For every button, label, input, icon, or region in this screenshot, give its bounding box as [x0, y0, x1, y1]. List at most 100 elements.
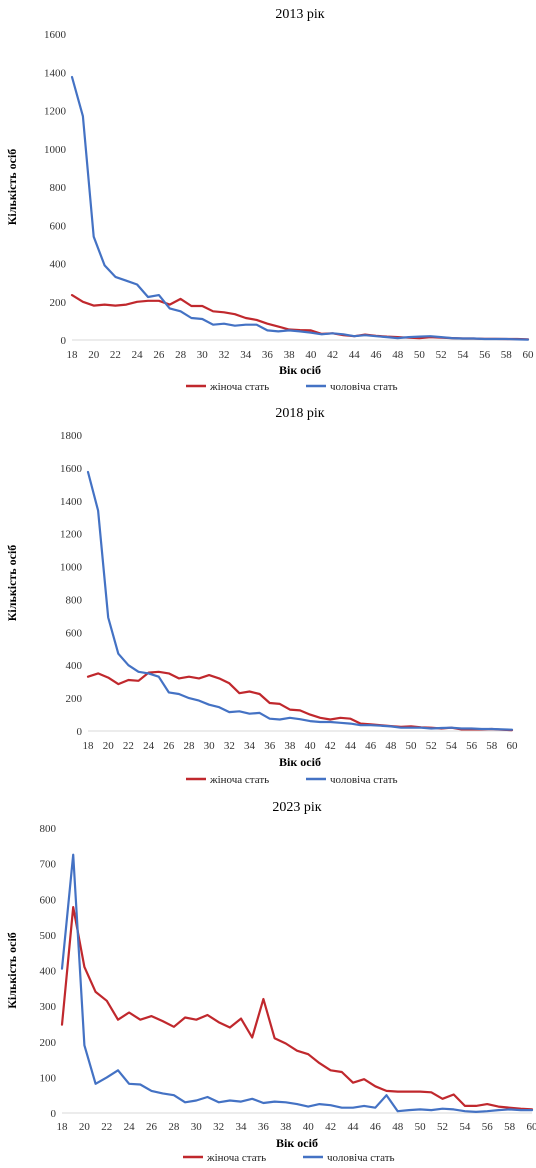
x-tick-label: 58 — [504, 1121, 516, 1133]
y-tick-label: 1400 — [44, 67, 67, 79]
y-tick-label: 600 — [40, 894, 57, 906]
x-tick-label: 22 — [110, 349, 121, 361]
y-tick-label: 800 — [40, 823, 57, 835]
x-tick-label: 60 — [523, 349, 535, 361]
x-tick-label: 60 — [527, 1121, 536, 1133]
chart-title: 2023 рік — [272, 800, 321, 815]
x-tick-label: 46 — [370, 1121, 382, 1133]
y-tick-label: 600 — [50, 220, 67, 232]
x-tick-label: 40 — [303, 1121, 315, 1133]
y-tick-label: 1800 — [60, 430, 83, 442]
x-tick-label: 36 — [264, 740, 276, 752]
x-tick-label: 50 — [414, 349, 426, 361]
legend-label-male: чоловіча стать — [330, 774, 398, 786]
x-tick-label: 54 — [446, 740, 458, 752]
y-axis-label: Кількість осіб — [5, 545, 19, 622]
series-line-female — [70, 294, 530, 341]
x-tick-label: 34 — [236, 1121, 248, 1133]
y-tick-label: 200 — [50, 297, 67, 309]
x-tick-label: 44 — [345, 740, 357, 752]
chart-title: 2018 рік — [275, 406, 324, 421]
x-tick-label: 54 — [457, 349, 469, 361]
y-tick-label: 100 — [40, 1072, 57, 1084]
x-tick-label: 60 — [507, 740, 519, 752]
x-tick-label: 40 — [305, 349, 317, 361]
x-tick-label: 20 — [79, 1121, 91, 1133]
y-tick-label: 500 — [40, 930, 57, 942]
legend-label-female: жіноча стать — [209, 381, 269, 393]
x-tick-label: 56 — [482, 1121, 494, 1133]
x-tick-label: 58 — [501, 349, 513, 361]
y-tick-label: 1400 — [60, 496, 83, 508]
x-tick-label: 56 — [466, 740, 478, 752]
chart-2013: 2013 рік 0 200 400 600 800 1000 1200 1400 1600 18 2… — [0, 0, 536, 400]
x-tick-label: 20 — [88, 349, 100, 361]
y-tick-label: 400 — [40, 966, 57, 978]
x-tick-label: 44 — [347, 1121, 359, 1133]
legend-label-female: жіноча стать — [206, 1152, 266, 1164]
x-axis-label: Вік осіб — [279, 755, 321, 769]
chart-2018: 2018 рік 0 200 400 600 800 1000 1200 1400 1600 180… — [0, 400, 536, 795]
x-tick-label: 52 — [436, 349, 447, 361]
x-tick-label: 26 — [153, 349, 165, 361]
x-tick-label: 46 — [365, 740, 377, 752]
x-tick-label: 48 — [392, 349, 404, 361]
x-tick-label: 38 — [284, 349, 296, 361]
series-line-male — [60, 853, 534, 1113]
series-line-female — [86, 670, 514, 732]
y-tick-label: 1000 — [60, 562, 83, 574]
y-tick-label: 1600 — [44, 29, 67, 41]
x-tick-label: 38 — [284, 740, 296, 752]
y-tick-label: 1000 — [44, 144, 67, 156]
chart-2013-svg: 2013 рік 0 200 400 600 800 1000 1200 1400 1600 18 2… — [5, 7, 535, 393]
legend-label-male: чоловіча стать — [330, 381, 398, 393]
chart-2023: 2023 рік 0 100 200 300 400 500 600 700 800 18 20 22 2… — [0, 795, 536, 1168]
series-line-male — [70, 75, 530, 341]
y-tick-label: 0 — [77, 726, 83, 738]
y-tick-label: 400 — [66, 660, 83, 672]
x-tick-label: 32 — [219, 349, 230, 361]
y-tick-label: 300 — [40, 1001, 57, 1013]
x-tick-label: 18 — [83, 740, 95, 752]
x-tick-label: 40 — [305, 740, 317, 752]
x-tick-label: 52 — [426, 740, 437, 752]
x-tick-label: 50 — [406, 740, 418, 752]
y-tick-label: 1600 — [60, 463, 83, 475]
y-tick-label: 700 — [40, 859, 57, 871]
x-tick-label: 24 — [143, 740, 155, 752]
x-tick-label: 28 — [168, 1121, 180, 1133]
x-tick-label: 34 — [244, 740, 256, 752]
y-tick-label: 800 — [66, 594, 83, 606]
x-tick-label: 46 — [371, 349, 383, 361]
y-tick-label: 600 — [66, 627, 83, 639]
x-tick-label: 34 — [240, 349, 252, 361]
x-tick-label: 30 — [204, 740, 216, 752]
x-tick-label: 30 — [197, 349, 209, 361]
x-tick-label: 22 — [101, 1121, 112, 1133]
x-axis-label: Вік осіб — [276, 1136, 318, 1150]
legend-label-male: чоловіча стать — [327, 1152, 395, 1164]
chart-2023-svg: 2023 рік 0 100 200 300 400 500 600 700 800 18 20 22 2… — [5, 800, 536, 1164]
x-tick-label: 42 — [325, 1121, 336, 1133]
x-tick-label: 18 — [57, 1121, 69, 1133]
series-line-male — [86, 470, 514, 731]
chart-title: 2013 рік — [275, 7, 324, 22]
x-tick-label: 52 — [437, 1121, 448, 1133]
x-tick-label: 58 — [486, 740, 498, 752]
y-tick-label: 0 — [51, 1108, 57, 1120]
x-tick-label: 48 — [392, 1121, 404, 1133]
x-tick-label: 36 — [258, 1121, 270, 1133]
x-tick-label: 42 — [327, 349, 338, 361]
x-tick-label: 24 — [124, 1121, 136, 1133]
y-tick-label: 400 — [50, 259, 67, 271]
x-tick-label: 28 — [175, 349, 187, 361]
y-tick-label: 1200 — [44, 106, 67, 118]
series-line-female — [60, 905, 534, 1111]
x-tick-label: 32 — [213, 1121, 224, 1133]
x-tick-label: 26 — [146, 1121, 158, 1133]
x-tick-label: 44 — [349, 349, 361, 361]
x-tick-label: 26 — [163, 740, 175, 752]
x-tick-label: 54 — [459, 1121, 471, 1133]
legend-label-female: жіноча стать — [209, 774, 269, 786]
y-axis-label: Кількість осіб — [5, 149, 19, 226]
